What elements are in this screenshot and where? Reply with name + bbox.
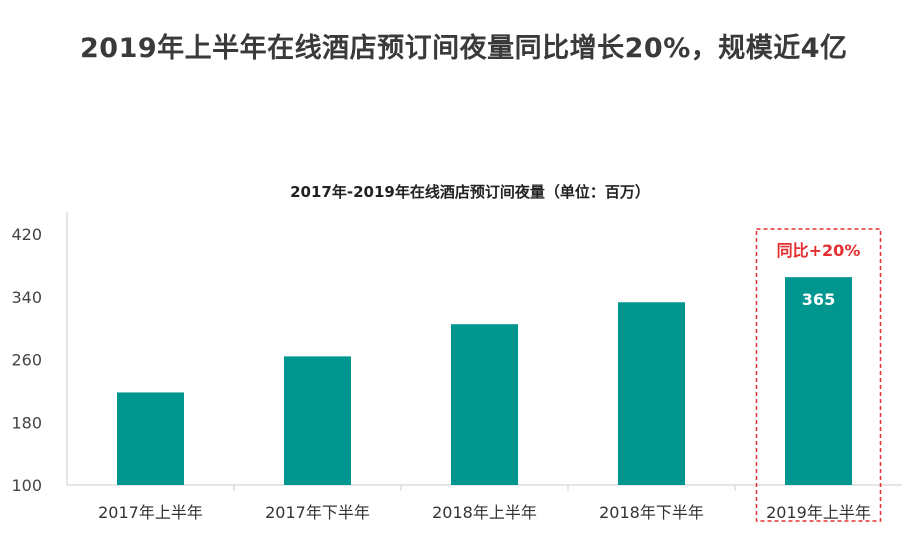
y-tick-label: 260 <box>11 351 42 370</box>
x-tick-label: 2017年下半年 <box>265 503 370 522</box>
growth-annotation: 同比+20% <box>777 241 861 260</box>
y-tick-label: 180 <box>11 413 42 432</box>
bar <box>618 302 685 485</box>
bar <box>117 392 184 485</box>
x-tick-label: 2018年上半年 <box>432 503 537 522</box>
x-tick-label: 2018年下半年 <box>599 503 704 522</box>
highlight-box <box>755 228 882 522</box>
bar-series <box>117 277 852 485</box>
data-label: 365 <box>802 290 835 309</box>
y-tick-label: 420 <box>11 225 42 244</box>
bar <box>451 324 518 485</box>
chart-annotations: 365 同比+20% <box>755 228 882 522</box>
x-tick-label: 2017年上半年 <box>98 503 203 522</box>
bar <box>785 277 852 485</box>
x-axis-labels: 2017年上半年 2017年下半年 2018年上半年 2018年下半年 2019年上半年 <box>98 503 871 522</box>
x-tick-label: 2019年上半年 <box>766 503 871 522</box>
y-tick-label: 100 <box>11 476 42 495</box>
y-axis-ticks: 100 180 260 340 420 <box>11 225 42 495</box>
y-tick-label: 340 <box>11 288 42 307</box>
chart-title: 2017年-2019年在线酒店预订间夜量（单位：百万） <box>290 183 650 201</box>
bar <box>284 356 351 485</box>
page-title: 2019年上半年在线酒店预订间夜量同比增长20%，规模近4亿 <box>80 33 848 64</box>
